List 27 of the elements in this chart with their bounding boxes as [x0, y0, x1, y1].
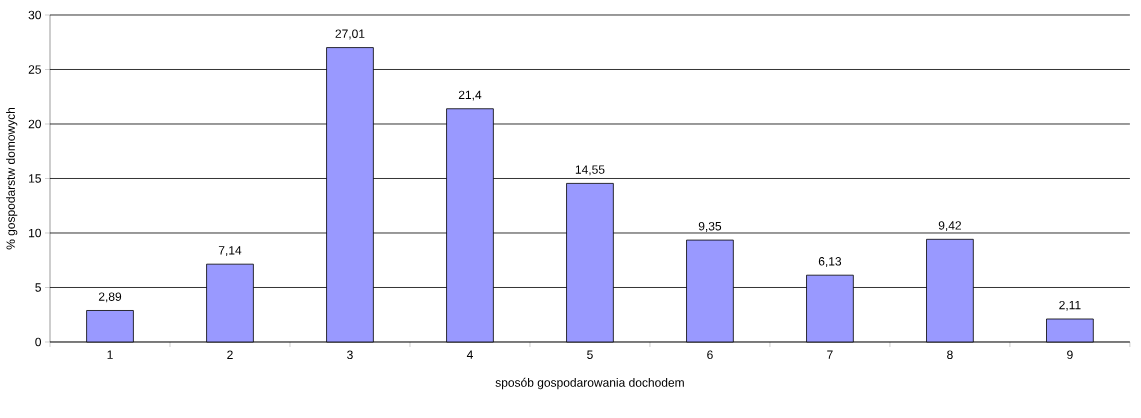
y-tick-label: 10: [29, 228, 42, 238]
data-label: 6,13: [818, 257, 842, 267]
x-tick-label: 6: [707, 350, 713, 360]
data-label: 21,4: [458, 90, 482, 101]
x-tick-label: 5: [587, 350, 593, 359]
data-label: 27,01: [335, 29, 365, 40]
data-label: 2,89: [98, 292, 122, 303]
x-tick-label: 8: [947, 350, 953, 360]
y-tick-label: 25: [28, 65, 41, 74]
x-tick-label: 2: [227, 350, 233, 359]
data-label: 7,14: [218, 246, 242, 256]
y-axis-title: % gospodarstw domowych: [6, 107, 18, 250]
y-tick-label: 20: [28, 119, 42, 129]
x-tick-label: 7: [827, 350, 833, 359]
x-tick-label: 4: [466, 350, 473, 359]
data-label: 14,55: [575, 165, 605, 176]
x-tick-label: 9: [1067, 350, 1073, 360]
x-axis-title: sposób gospodarowania dochodem: [495, 377, 684, 390]
data-label: 9,42: [938, 221, 961, 232]
y-tick-label: 15: [29, 174, 41, 183]
data-label: 9,35: [698, 221, 722, 232]
y-tick-label: 0: [35, 337, 42, 347]
x-tick-label: 1: [107, 350, 113, 359]
y-tick-label: 5: [35, 283, 41, 292]
data-label: 2,11: [1059, 300, 1081, 311]
x-tick-label: 3: [347, 350, 353, 360]
y-tick-label: 30: [28, 10, 42, 20]
